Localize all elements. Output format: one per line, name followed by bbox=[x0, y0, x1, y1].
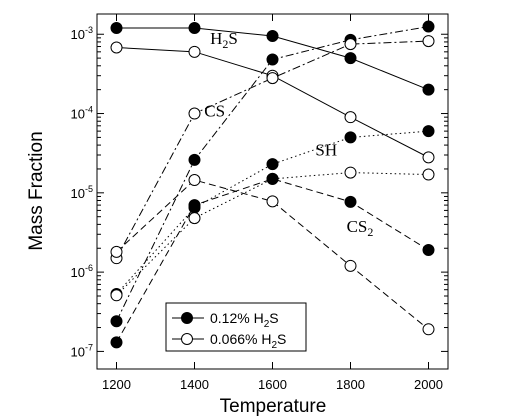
point-cs-open-1400 bbox=[188, 107, 201, 120]
point-sh-open-1400 bbox=[188, 212, 201, 225]
point-h2s-filled-2000 bbox=[422, 83, 435, 96]
species-annotations: H2S CS SH CS2 bbox=[204, 29, 373, 239]
axis-ticks bbox=[97, 14, 448, 369]
series-line-sh-filled bbox=[116, 130, 429, 295]
legend-marker-open bbox=[181, 333, 193, 345]
y-tick-label-4: 10-3 bbox=[71, 25, 93, 42]
point-cs-filled-2000 bbox=[422, 20, 435, 33]
point-sh-open-1800 bbox=[344, 166, 357, 179]
x-tick-label-1800: 1800 bbox=[336, 377, 365, 392]
point-sh-filled-1800 bbox=[344, 131, 357, 144]
x-tick-label-1600: 1600 bbox=[258, 377, 287, 392]
point-sh-open-2000 bbox=[422, 168, 435, 181]
legend-label-open: 0.066% H2S bbox=[210, 331, 286, 351]
point-cs-open-1800 bbox=[344, 38, 357, 51]
legend-label-filled: 0.12% H2S bbox=[210, 310, 279, 330]
point-h2s-filled-1200 bbox=[110, 21, 123, 34]
x-axis-title: Temperature bbox=[220, 396, 327, 417]
tick-labels: 1200 1400 1600 1800 2000 10-7 10-6 10-5 10-4 10-3 bbox=[71, 25, 443, 392]
y-axis-title: Mass Fraction bbox=[26, 131, 47, 250]
series-line-cs2-filled bbox=[116, 178, 429, 343]
point-cs2-open-1400 bbox=[188, 174, 201, 187]
markers bbox=[110, 20, 435, 349]
point-sh-filled-2000 bbox=[422, 125, 435, 138]
point-h2s-open-2000 bbox=[422, 151, 435, 164]
point-cs2-filled-1400 bbox=[188, 199, 201, 212]
point-cs2-filled-1200 bbox=[110, 336, 123, 349]
point-cs2-open-1800 bbox=[344, 259, 357, 272]
point-h2s-open-1800 bbox=[344, 111, 357, 124]
legend-marker-filled bbox=[181, 312, 193, 324]
point-h2s-filled-1800 bbox=[344, 52, 357, 65]
point-cs2-open-1600 bbox=[266, 195, 279, 208]
x-tick-label-2000: 2000 bbox=[414, 377, 443, 392]
point-cs2-open-2000 bbox=[422, 323, 435, 336]
point-cs-filled-1400 bbox=[188, 153, 201, 166]
point-h2s-open-1200 bbox=[110, 41, 123, 54]
x-tick-label-1200: 1200 bbox=[102, 377, 131, 392]
point-cs2-filled-1600 bbox=[266, 172, 279, 185]
x-tick-label-1400: 1400 bbox=[180, 377, 209, 392]
annotation-cs: CS bbox=[204, 101, 225, 120]
point-h2s-filled-1600 bbox=[266, 30, 279, 43]
point-cs-filled-1200 bbox=[110, 315, 123, 328]
series-layer bbox=[110, 20, 435, 349]
point-h2s-open-1400 bbox=[188, 45, 201, 58]
point-cs2-filled-1800 bbox=[344, 195, 357, 208]
annotation-sh: SH bbox=[315, 141, 337, 160]
point-sh-open-1200 bbox=[110, 289, 123, 302]
series-line-sh-open bbox=[116, 172, 429, 296]
point-cs-open-2000 bbox=[422, 35, 435, 48]
annotation-h2s: H2S bbox=[210, 29, 238, 51]
point-cs2-filled-2000 bbox=[422, 244, 435, 257]
y-tick-label-3: 10-4 bbox=[71, 105, 93, 122]
point-h2s-filled-1400 bbox=[188, 21, 201, 34]
y-tick-label-1: 10-6 bbox=[71, 263, 93, 280]
point-sh-filled-1600 bbox=[266, 158, 279, 171]
point-cs2-open-1200 bbox=[110, 245, 123, 258]
series-line-cs2-open bbox=[116, 179, 429, 330]
point-cs-open-1600 bbox=[266, 72, 279, 85]
annotation-cs2: CS2 bbox=[347, 217, 374, 239]
y-tick-label-0: 10-7 bbox=[71, 342, 93, 359]
point-cs-filled-1600 bbox=[266, 53, 279, 66]
y-tick-label-2: 10-5 bbox=[71, 184, 93, 201]
